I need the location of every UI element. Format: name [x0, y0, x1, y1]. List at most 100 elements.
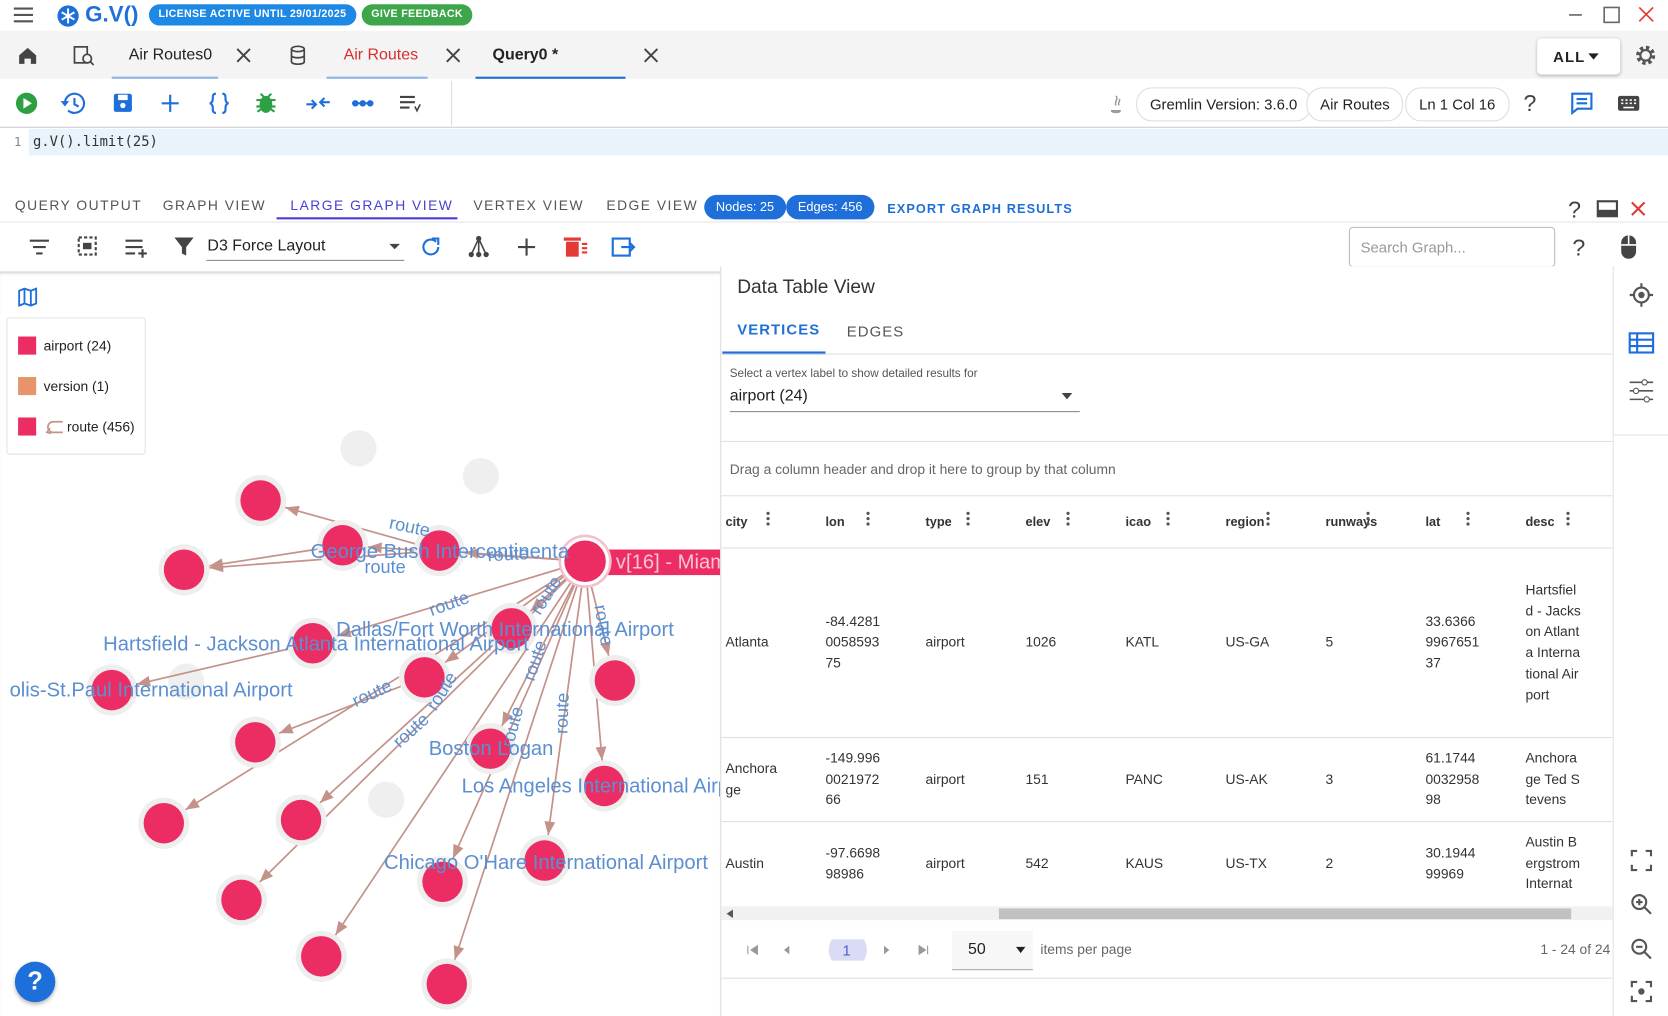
column-menu[interactable]: [966, 511, 970, 526]
column-menu[interactable]: [1166, 511, 1170, 526]
per-page-select[interactable]: 50: [952, 930, 1033, 971]
result-tab[interactable]: EDGE VIEW: [606, 197, 699, 213]
mouse-icon[interactable]: [1619, 233, 1638, 261]
column-header[interactable]: type: [925, 514, 952, 530]
column-menu[interactable]: [1266, 511, 1270, 526]
export-button[interactable]: EXPORT GRAPH RESULTS: [887, 201, 1073, 217]
save-button[interactable]: [113, 93, 132, 112]
last-page[interactable]: [918, 944, 929, 956]
scope-select[interactable]: ALL: [1537, 38, 1621, 75]
node[interactable]: [470, 728, 511, 769]
history-button[interactable]: [60, 92, 86, 114]
settings-icon[interactable]: [1634, 44, 1657, 67]
prev-page[interactable]: [784, 945, 790, 955]
comment-icon[interactable]: [1570, 92, 1593, 116]
graph-name[interactable]: Air Routes: [1306, 87, 1404, 122]
select-button[interactable]: [77, 236, 97, 256]
query-tab[interactable]: Air Routes0: [128, 45, 213, 64]
result-tab[interactable]: VERTEX VIEW: [473, 197, 585, 213]
zoom-out-button[interactable]: [1631, 938, 1652, 960]
close-tab-icon[interactable]: [643, 48, 659, 63]
menu-icon[interactable]: [13, 6, 34, 23]
keyboard-icon[interactable]: [1617, 94, 1640, 113]
database-icon[interactable]: [287, 45, 308, 66]
close-tab-icon[interactable]: [446, 48, 461, 63]
add-button[interactable]: [161, 94, 179, 112]
column-header[interactable]: runways: [1325, 514, 1378, 530]
filter-button[interactable]: [174, 237, 194, 256]
delete-button[interactable]: [563, 237, 588, 257]
node[interactable]: [322, 525, 363, 566]
node[interactable]: [419, 530, 460, 571]
fit-button[interactable]: [1630, 980, 1653, 1003]
path-button[interactable]: [352, 100, 374, 107]
add-node-button[interactable]: [518, 238, 536, 256]
node[interactable]: [240, 480, 281, 521]
node[interactable]: [301, 936, 342, 977]
next-page[interactable]: [884, 945, 890, 955]
panel-controls[interactable]: [1596, 198, 1660, 221]
vertex-label-select[interactable]: airport (24): [729, 384, 1080, 413]
query-search-icon[interactable]: [72, 45, 95, 66]
edges-tab[interactable]: EDGES: [846, 322, 905, 340]
tune-button[interactable]: [1629, 379, 1654, 403]
compare-button[interactable]: [306, 97, 330, 110]
column-menu[interactable]: [1566, 511, 1570, 526]
selected-node[interactable]: [561, 537, 610, 586]
node[interactable]: [292, 623, 333, 664]
close-tab-icon[interactable]: [236, 48, 251, 63]
column-header[interactable]: city: [725, 514, 748, 530]
scroll-thumb[interactable]: [998, 908, 1572, 920]
current-page[interactable]: 1: [842, 941, 851, 959]
help-icon[interactable]: ?: [1523, 89, 1537, 117]
node[interactable]: [163, 549, 205, 591]
query-tab[interactable]: Query0 *: [492, 45, 559, 64]
node[interactable]: [91, 669, 132, 711]
result-tab[interactable]: QUERY OUTPUT: [14, 197, 143, 213]
list-button[interactable]: [399, 95, 421, 113]
column-menu[interactable]: [866, 511, 870, 526]
vertices-tab[interactable]: VERTICES: [737, 320, 821, 338]
column-header[interactable]: desc: [1525, 514, 1555, 530]
column-menu[interactable]: [1066, 511, 1070, 526]
column-header[interactable]: lat: [1425, 514, 1441, 530]
column-header[interactable]: elev: [1025, 514, 1051, 530]
window-controls[interactable]: [1564, 4, 1660, 25]
result-tab[interactable]: LARGE GRAPH VIEW: [290, 197, 454, 213]
map-icon[interactable]: [17, 287, 38, 307]
zoom-in-button[interactable]: [1631, 894, 1652, 915]
column-menu[interactable]: [1466, 511, 1470, 526]
refresh-button[interactable]: [422, 237, 440, 256]
locate-button[interactable]: [1629, 283, 1654, 307]
playlist-button[interactable]: [125, 239, 147, 258]
tree-button[interactable]: [468, 235, 489, 258]
query-tab[interactable]: Air Routes: [343, 45, 419, 64]
layout-select[interactable]: D3 Force Layout: [206, 236, 405, 261]
node[interactable]: [491, 608, 532, 649]
gremlin-version[interactable]: Gremlin Version: 3.6.0: [1136, 87, 1312, 122]
help-icon[interactable]: ?: [1572, 234, 1586, 261]
help-fab[interactable]: ?: [14, 961, 56, 1003]
run-button[interactable]: [15, 92, 38, 114]
node[interactable]: [235, 722, 276, 763]
scroll-left[interactable]: [726, 909, 733, 919]
search-graph-input[interactable]: Search Graph...: [1348, 226, 1556, 268]
node[interactable]: [404, 657, 445, 698]
column-menu[interactable]: [1366, 511, 1370, 526]
feedback-button[interactable]: GIVE FEEDBACK: [361, 4, 473, 26]
node[interactable]: [594, 660, 636, 701]
node[interactable]: [584, 765, 625, 807]
home-icon[interactable]: [17, 45, 38, 66]
export-graph-button[interactable]: [611, 237, 636, 257]
debug-button[interactable]: [256, 92, 276, 113]
result-tab[interactable]: GRAPH VIEW: [162, 197, 267, 213]
node[interactable]: [426, 963, 467, 1005]
node[interactable]: [221, 879, 262, 921]
node[interactable]: [524, 840, 565, 881]
column-header[interactable]: icao: [1125, 514, 1152, 530]
h-scrollbar[interactable]: [721, 906, 1613, 921]
first-page[interactable]: [747, 944, 758, 956]
fullscreen-button[interactable]: [1630, 849, 1653, 872]
filter-list-button[interactable]: [29, 239, 49, 255]
